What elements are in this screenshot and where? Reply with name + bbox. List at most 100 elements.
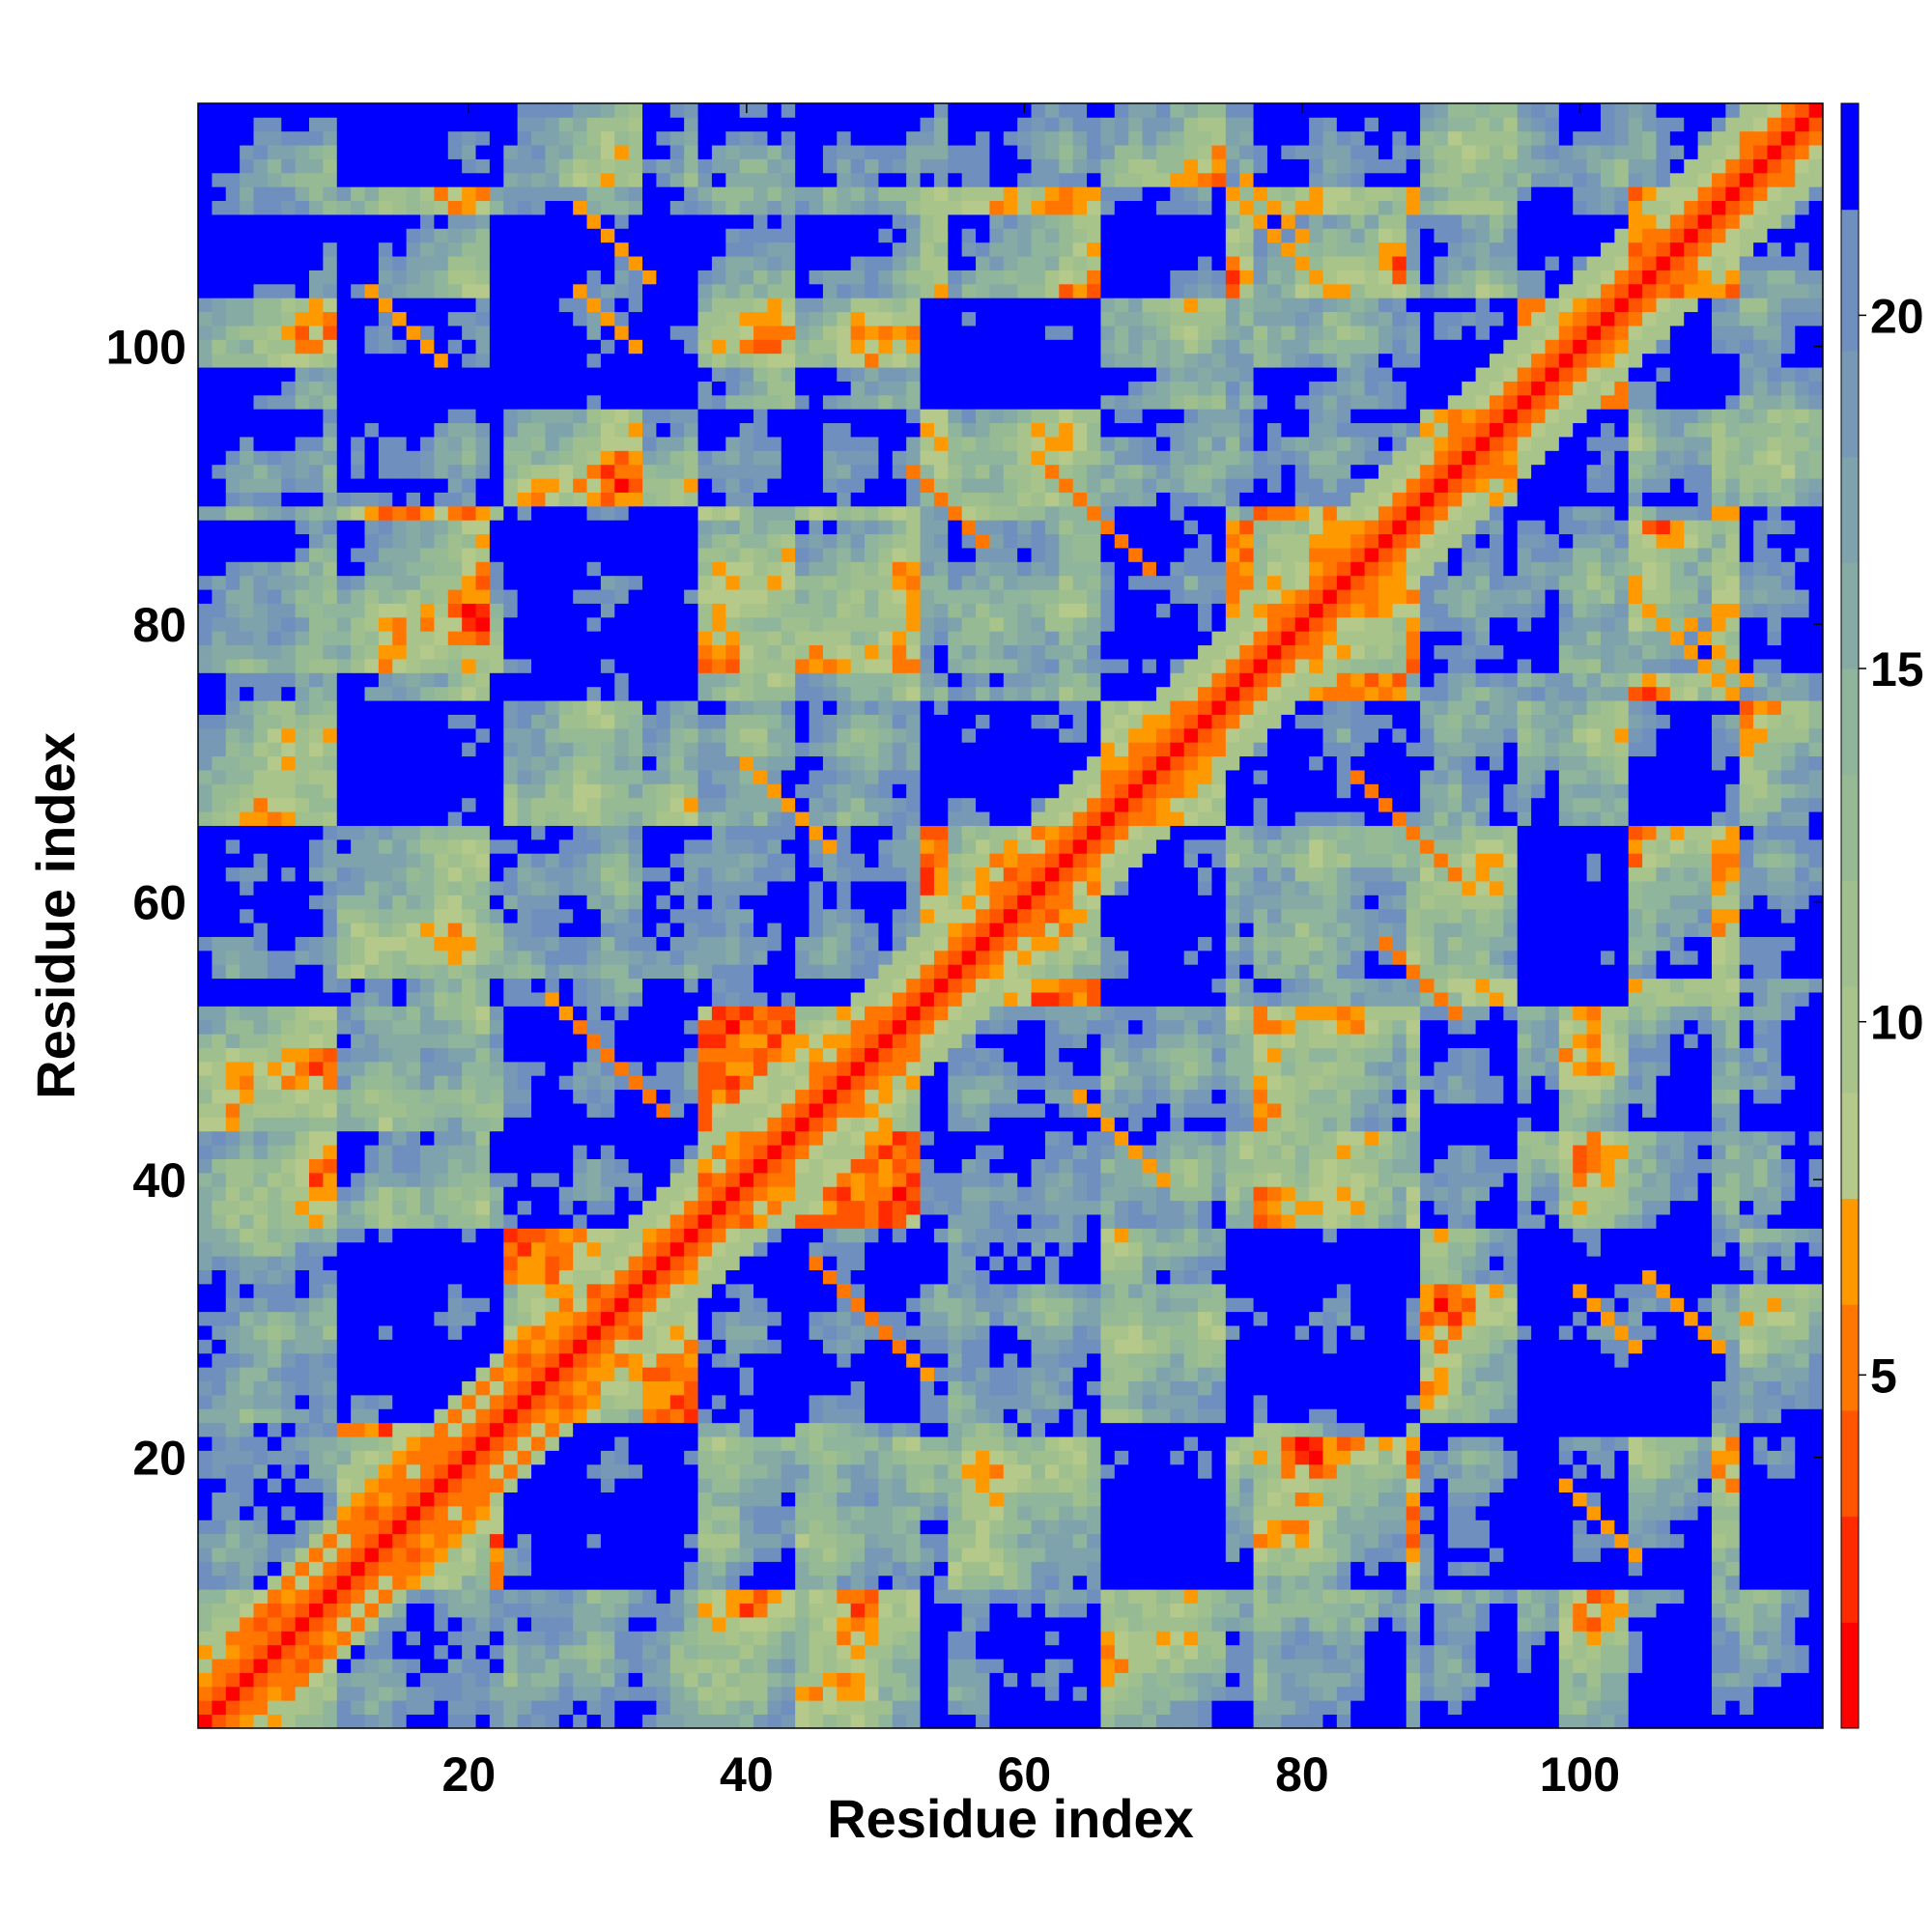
heatmap-cell (642, 1659, 657, 1673)
heatmap-cell (628, 616, 643, 632)
heatmap-cell (364, 1256, 380, 1270)
heatmap-cell (406, 700, 421, 715)
heatmap-cell (753, 1492, 768, 1507)
heatmap-cell (753, 881, 768, 895)
heatmap-cell (614, 326, 630, 340)
heatmap-cell (725, 1089, 741, 1104)
heatmap-cell (669, 298, 685, 313)
heatmap-cell (614, 228, 630, 243)
heatmap-cell (392, 130, 408, 146)
heatmap-cell (267, 908, 282, 923)
heatmap-cell (739, 422, 754, 438)
heatmap-cell (573, 103, 587, 118)
heatmap-cell (573, 172, 587, 187)
heatmap-cell (225, 1145, 241, 1159)
heatmap-cell (364, 1492, 380, 1507)
heatmap-cell (489, 1256, 504, 1270)
heatmap-cell (323, 186, 338, 202)
heatmap-cell (364, 908, 380, 923)
heatmap-cell (600, 1214, 615, 1229)
heatmap-cell (753, 1463, 768, 1479)
heatmap-cell (267, 1006, 282, 1021)
heatmap-cell (475, 464, 491, 479)
heatmap-cell (392, 1492, 408, 1507)
heatmap-cell (212, 158, 227, 174)
heatmap-cell (517, 1158, 532, 1174)
heatmap-cell (267, 1283, 282, 1298)
heatmap-cell (684, 270, 698, 285)
heatmap-cell (684, 1339, 698, 1354)
heatmap-cell (753, 616, 768, 632)
heatmap-cell (517, 908, 532, 923)
heatmap-cell (725, 1158, 741, 1174)
heatmap-cell (545, 520, 560, 535)
heatmap-cell (462, 727, 476, 743)
heatmap-cell (628, 256, 643, 270)
heatmap-cell (253, 464, 269, 479)
heatmap-cell (739, 533, 754, 549)
heatmap-cell (573, 1256, 587, 1270)
heatmap-cell (323, 727, 338, 743)
heatmap-cell (336, 1103, 352, 1118)
heatmap-cell (725, 881, 741, 895)
heatmap-cell (684, 1505, 698, 1520)
heatmap-cell (684, 672, 698, 688)
heatmap-cell (378, 1478, 393, 1493)
heatmap-cell (753, 672, 768, 688)
heatmap-cell (378, 1505, 393, 1520)
heatmap-cell (753, 1450, 768, 1465)
heatmap-cell (656, 811, 671, 826)
heatmap-cell (545, 1006, 560, 1021)
heatmap-cell (586, 1269, 602, 1285)
heatmap-cell (711, 1006, 726, 1021)
heatmap-cell (323, 964, 338, 980)
heatmap-cell (225, 1700, 241, 1716)
heatmap-cell (420, 520, 435, 535)
heatmap-cell (517, 992, 532, 1007)
heatmap-cell (281, 478, 297, 493)
heatmap-cell (309, 381, 324, 396)
heatmap-cell (489, 992, 504, 1007)
heatmap-cell (198, 242, 213, 257)
heatmap-cell (600, 575, 615, 590)
heatmap-cell (336, 1006, 352, 1021)
heatmap-cell (336, 575, 352, 590)
heatmap-cell (531, 130, 546, 146)
heatmap-cell (281, 1505, 297, 1520)
heatmap-cell (281, 228, 297, 243)
heatmap-cell (656, 1422, 671, 1437)
heatmap-cell (392, 936, 408, 952)
heatmap-cell (378, 394, 393, 410)
heatmap-cell (739, 1352, 754, 1368)
heatmap-cell (309, 811, 324, 826)
heatmap-cell (684, 533, 698, 549)
heatmap-cell (586, 936, 602, 952)
heatmap-cell (573, 992, 587, 1007)
heatmap-cell (462, 1520, 476, 1535)
heatmap-cell (600, 145, 615, 159)
heatmap-cell (600, 1352, 615, 1368)
heatmap-cell (545, 1463, 560, 1479)
heatmap-cell (336, 1047, 352, 1063)
heatmap-cell (656, 853, 671, 868)
heatmap-cell (642, 186, 657, 202)
heatmap-cell (781, 1269, 796, 1285)
heatmap-cell (420, 326, 435, 340)
heatmap-cell (697, 1283, 713, 1298)
heatmap-cell (600, 1575, 615, 1590)
heatmap-cell (600, 1158, 615, 1174)
heatmap-cell (503, 464, 519, 479)
heatmap-cell (684, 1380, 698, 1396)
heatmap-cell (767, 1505, 782, 1520)
heatmap-cell (600, 1034, 615, 1048)
heatmap-cell (656, 923, 671, 937)
heatmap-cell (351, 1561, 365, 1577)
heatmap-cell (281, 1158, 297, 1174)
heatmap-cell (240, 422, 254, 438)
heatmap-cell (753, 811, 768, 826)
heatmap-cell (434, 1394, 449, 1409)
heatmap-cell (517, 422, 532, 438)
heatmap-cell (225, 1463, 241, 1479)
heatmap-cell (586, 1394, 602, 1409)
heatmap-cell (323, 755, 338, 771)
